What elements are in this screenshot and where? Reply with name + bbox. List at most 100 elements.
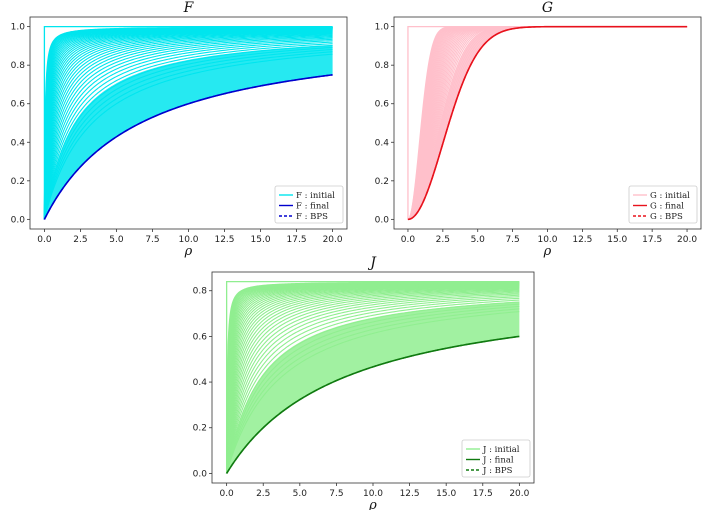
final-curve: [407, 25, 688, 221]
initial-curve: [226, 292, 520, 474]
x-tick-label: 2.5: [73, 235, 87, 245]
initial-curve: [226, 286, 520, 474]
x-tick-label: 0.0: [37, 235, 52, 245]
initial-curve: [43, 32, 333, 220]
initial-curve: [43, 38, 333, 220]
x-tick-label: 7.5: [145, 235, 159, 245]
final-curve: [43, 74, 333, 220]
x-tick-label: 20.0: [677, 235, 697, 245]
chart-title: G: [542, 0, 553, 16]
x-tick-label: 5.0: [109, 235, 124, 245]
y-tick-label: 0.0: [375, 215, 390, 225]
legend-label: J : BPS: [482, 466, 513, 476]
initial-curve: [225, 280, 520, 474]
chart-g: G 0.0 2.5 5.0 7.5 10.0 12.5 15.0 17.5 20.0 0.0 0.2 0…: [375, 0, 702, 259]
legend-label: J : initial: [482, 445, 520, 455]
initial-curve: [43, 26, 333, 220]
initial-curve: [226, 285, 520, 474]
x-tick-label: 15.0: [607, 235, 627, 245]
initial-curve: [226, 285, 520, 474]
x-tick-label: 2.5: [436, 235, 450, 245]
initial-curve: [43, 41, 333, 220]
initial-curve: [43, 40, 333, 220]
legend-label: G : BPS: [650, 212, 683, 222]
legend-label: F : final: [296, 202, 329, 212]
initial-curve: [43, 33, 333, 220]
initial-curve: [226, 294, 520, 474]
initial-curve: [226, 293, 520, 474]
initial-curve: [226, 296, 520, 474]
x-tick-label: 0.0: [219, 489, 234, 499]
y-tick-label: 1.0: [375, 23, 390, 33]
x-tick-label: 20.0: [323, 235, 343, 245]
x-tick-label: 10.0: [537, 235, 557, 245]
x-tick-label: 5.0: [293, 489, 308, 499]
y-tick-label: 0.0: [193, 469, 208, 479]
initial-curve: [43, 32, 333, 220]
initial-curve: [226, 290, 520, 474]
x-tick-label: 17.5: [287, 235, 307, 245]
y-tick-label: 0.4: [375, 138, 390, 148]
chart-title: F: [183, 0, 195, 16]
x-tick-label: 12.5: [572, 235, 592, 245]
y-tick-label: 0.2: [193, 424, 207, 434]
plot-area: [43, 25, 333, 220]
initial-curve: [43, 37, 333, 220]
plot-area: [225, 280, 520, 474]
chart-j: J 0.0 2.5 5.0 7.5 10.0 12.5 15.0 17.5 20.0 0.0 0.2 0…: [193, 255, 535, 510]
initial-band: [226, 301, 520, 474]
initial-curve: [43, 25, 333, 220]
initial-curve: [43, 43, 333, 220]
legend-label: G : initial: [650, 191, 690, 201]
legend-label: G : final: [650, 202, 684, 212]
x-tick-label: 2.5: [256, 489, 270, 499]
x-tick-label: 17.5: [473, 489, 493, 499]
legend-label: F : BPS: [296, 212, 328, 222]
y-tick-label: 0.2: [11, 177, 25, 187]
final-curve: [225, 335, 520, 474]
initial-curve: [226, 284, 520, 474]
initial-curve: [43, 35, 333, 220]
initial-curve: [226, 299, 520, 474]
legend-label: J : final: [482, 456, 514, 466]
y-tick-label: 0.8: [375, 61, 390, 71]
x-tick-label: 0.0: [401, 235, 416, 245]
x-tick-label: 5.0: [471, 235, 486, 245]
x-tick-label: 10.0: [363, 489, 383, 499]
x-tick-label: 12.5: [214, 235, 234, 245]
initial-curve: [226, 287, 520, 474]
initial-curve: [226, 288, 520, 474]
initial-curve: [43, 30, 333, 220]
initial-curve: [43, 31, 333, 220]
x-tick-label: 7.5: [505, 235, 519, 245]
x-axis-label: ρ: [543, 244, 552, 259]
chart-f: F 0.0 2.5 5.0 7.5 10.0 12.5 15.0 17.5 20.0 0.0 0.2 0…: [11, 0, 348, 259]
chart-title: J: [367, 255, 377, 271]
initial-curve: [43, 36, 333, 220]
x-axis-label: ρ: [368, 498, 377, 510]
initial-curve: [226, 281, 520, 474]
y-tick-label: 0.0: [11, 215, 26, 225]
initial-curve: [226, 286, 520, 474]
initial-curve: [226, 297, 520, 474]
y-tick-label: 1.0: [11, 23, 26, 33]
y-tick-label: 0.8: [193, 287, 208, 297]
x-tick-label: 7.5: [329, 489, 343, 499]
y-tick-label: 0.6: [375, 100, 390, 110]
y-tick-label: 0.2: [375, 177, 389, 187]
y-tick-label: 0.6: [11, 100, 26, 110]
legend-label: F : initial: [296, 191, 335, 201]
y-tick-label: 0.4: [193, 378, 208, 388]
y-tick-label: 0.4: [11, 138, 26, 148]
x-tick-label: 10.0: [178, 235, 198, 245]
initial-curve: [226, 289, 520, 474]
y-tick-label: 0.6: [193, 332, 208, 342]
x-tick-label: 15.0: [436, 489, 456, 499]
initial-curve: [43, 34, 333, 220]
initial-curve: [43, 30, 333, 220]
y-tick-label: 0.8: [11, 61, 26, 71]
